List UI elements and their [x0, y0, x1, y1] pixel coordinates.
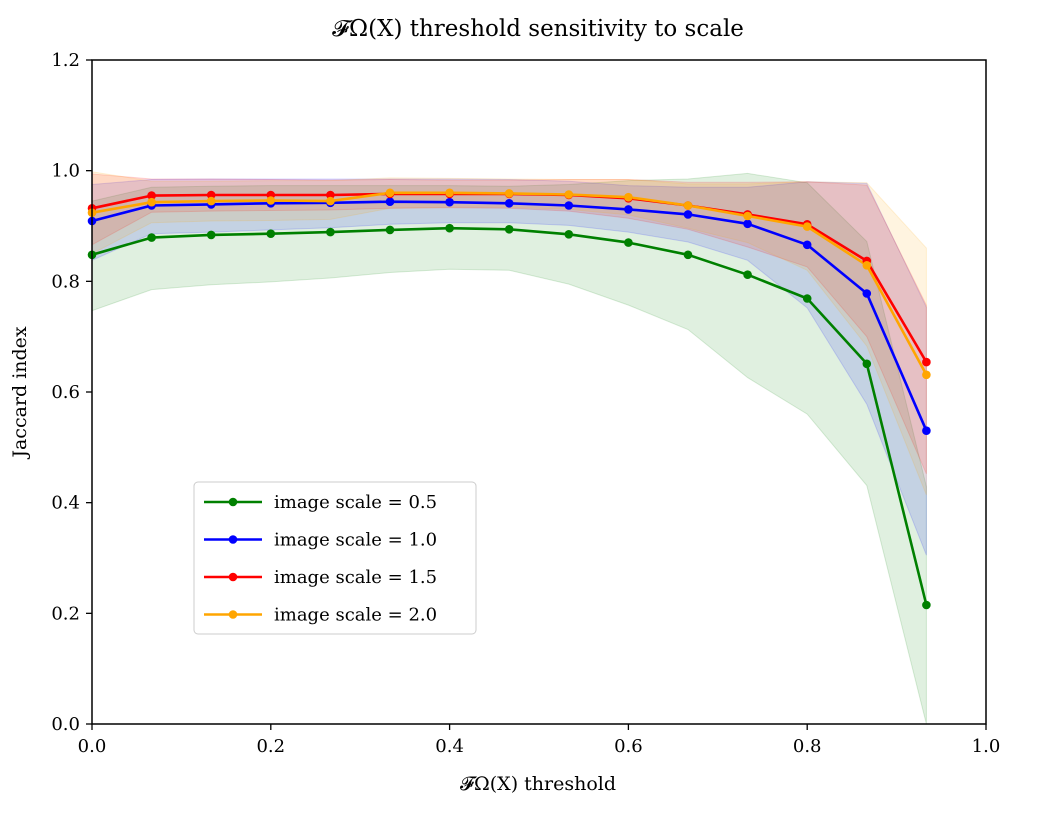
- point-series-1-10: [683, 210, 693, 219]
- x-tick-label-4: 0.8: [793, 736, 822, 757]
- point-series-0-13: [862, 359, 872, 369]
- point-series-0-3: [266, 229, 276, 238]
- point-series-0-9: [624, 238, 633, 247]
- legend: image scale = 0.5 image scale = 1.0 image …: [193, 481, 477, 635]
- point-series-0-5: [385, 225, 395, 235]
- legend-box: [193, 481, 477, 635]
- point-series-0-11: [743, 270, 752, 280]
- y-axis-ticks: 0.0 0.2 0.4 0.6 0.8 1.0 1.2: [51, 50, 92, 735]
- point-series-0-6: [445, 223, 454, 233]
- point-series-0-7: [504, 225, 514, 234]
- point-series-2-4: [326, 190, 335, 200]
- y-tick-label-4: 0.8: [51, 271, 80, 292]
- point-series-3-1: [147, 197, 156, 207]
- legend-label-1: image scale = 1.0: [274, 530, 437, 551]
- point-series-0-1: [147, 233, 156, 242]
- y-tick-label-6: 1.2: [51, 50, 80, 71]
- legend-label-2: image scale = 1.5: [274, 567, 437, 588]
- point-series-3-3: [266, 196, 276, 205]
- x-axis-ticks: 0.0 0.2 0.4 0.6 0.8 1.0: [78, 724, 1001, 757]
- legend-marker-3: [228, 610, 238, 619]
- legend-marker-0: [228, 497, 238, 507]
- series-points: [87, 188, 931, 610]
- x-tick-label-1: 0.2: [256, 736, 285, 757]
- point-series-0-14: [922, 600, 931, 610]
- y-tick-label-1: 0.2: [51, 603, 80, 624]
- x-tick-label-0: 0.0: [78, 736, 107, 757]
- point-series-1-12: [802, 240, 812, 250]
- point-series-3-12: [802, 222, 812, 231]
- point-series-0-8: [564, 230, 574, 239]
- x-tick-label-5: 1.0: [972, 736, 1001, 757]
- legend-marker-2: [228, 572, 238, 582]
- point-series-3-10: [683, 201, 693, 210]
- point-series-3-4: [326, 196, 335, 206]
- y-tick-label-0: 0.0: [51, 714, 80, 735]
- point-series-2-1: [147, 191, 156, 200]
- point-series-3-2: [206, 196, 216, 206]
- point-series-3-13: [862, 261, 872, 270]
- legend-marker-1: [228, 535, 238, 544]
- legend-label-0: image scale = 0.5: [274, 492, 437, 513]
- point-series-0-2: [206, 230, 216, 240]
- point-series-3-6: [445, 188, 454, 198]
- point-series-3-8: [564, 190, 574, 199]
- point-series-1-13: [862, 289, 872, 298]
- point-series-1-8: [564, 201, 574, 210]
- x-axis-title: 𝓕Ω(X) threshold: [460, 773, 616, 795]
- point-series-0-4: [326, 227, 335, 237]
- y-tick-label-5: 1.0: [51, 161, 80, 182]
- point-series-1-14: [922, 426, 931, 436]
- point-series-0-12: [802, 294, 812, 303]
- point-series-2-2: [206, 190, 216, 200]
- point-series-1-6: [445, 197, 454, 207]
- point-series-3-11: [743, 211, 752, 221]
- point-series-3-7: [504, 189, 514, 198]
- y-tick-label-2: 0.4: [51, 493, 80, 514]
- point-series-1-7: [504, 199, 514, 208]
- point-series-3-5: [385, 188, 395, 198]
- point-series-0-10: [683, 250, 693, 260]
- y-tick-label-3: 0.6: [51, 382, 80, 403]
- point-series-2-14: [922, 357, 931, 367]
- point-series-3-14: [922, 370, 931, 380]
- x-tick-label-3: 0.6: [614, 736, 643, 757]
- point-series-3-9: [624, 192, 633, 202]
- y-axis-title: Jaccard index: [9, 326, 31, 460]
- legend-label-3: image scale = 2.0: [274, 605, 437, 626]
- band-series-1: [91, 178, 927, 556]
- point-series-1-5: [385, 197, 395, 206]
- point-series-1-11: [743, 219, 752, 229]
- chart-title: 𝓕Ω(X) threshold sensitivity to scale: [332, 16, 744, 42]
- point-series-1-9: [624, 205, 633, 214]
- x-tick-label-2: 0.4: [435, 736, 464, 757]
